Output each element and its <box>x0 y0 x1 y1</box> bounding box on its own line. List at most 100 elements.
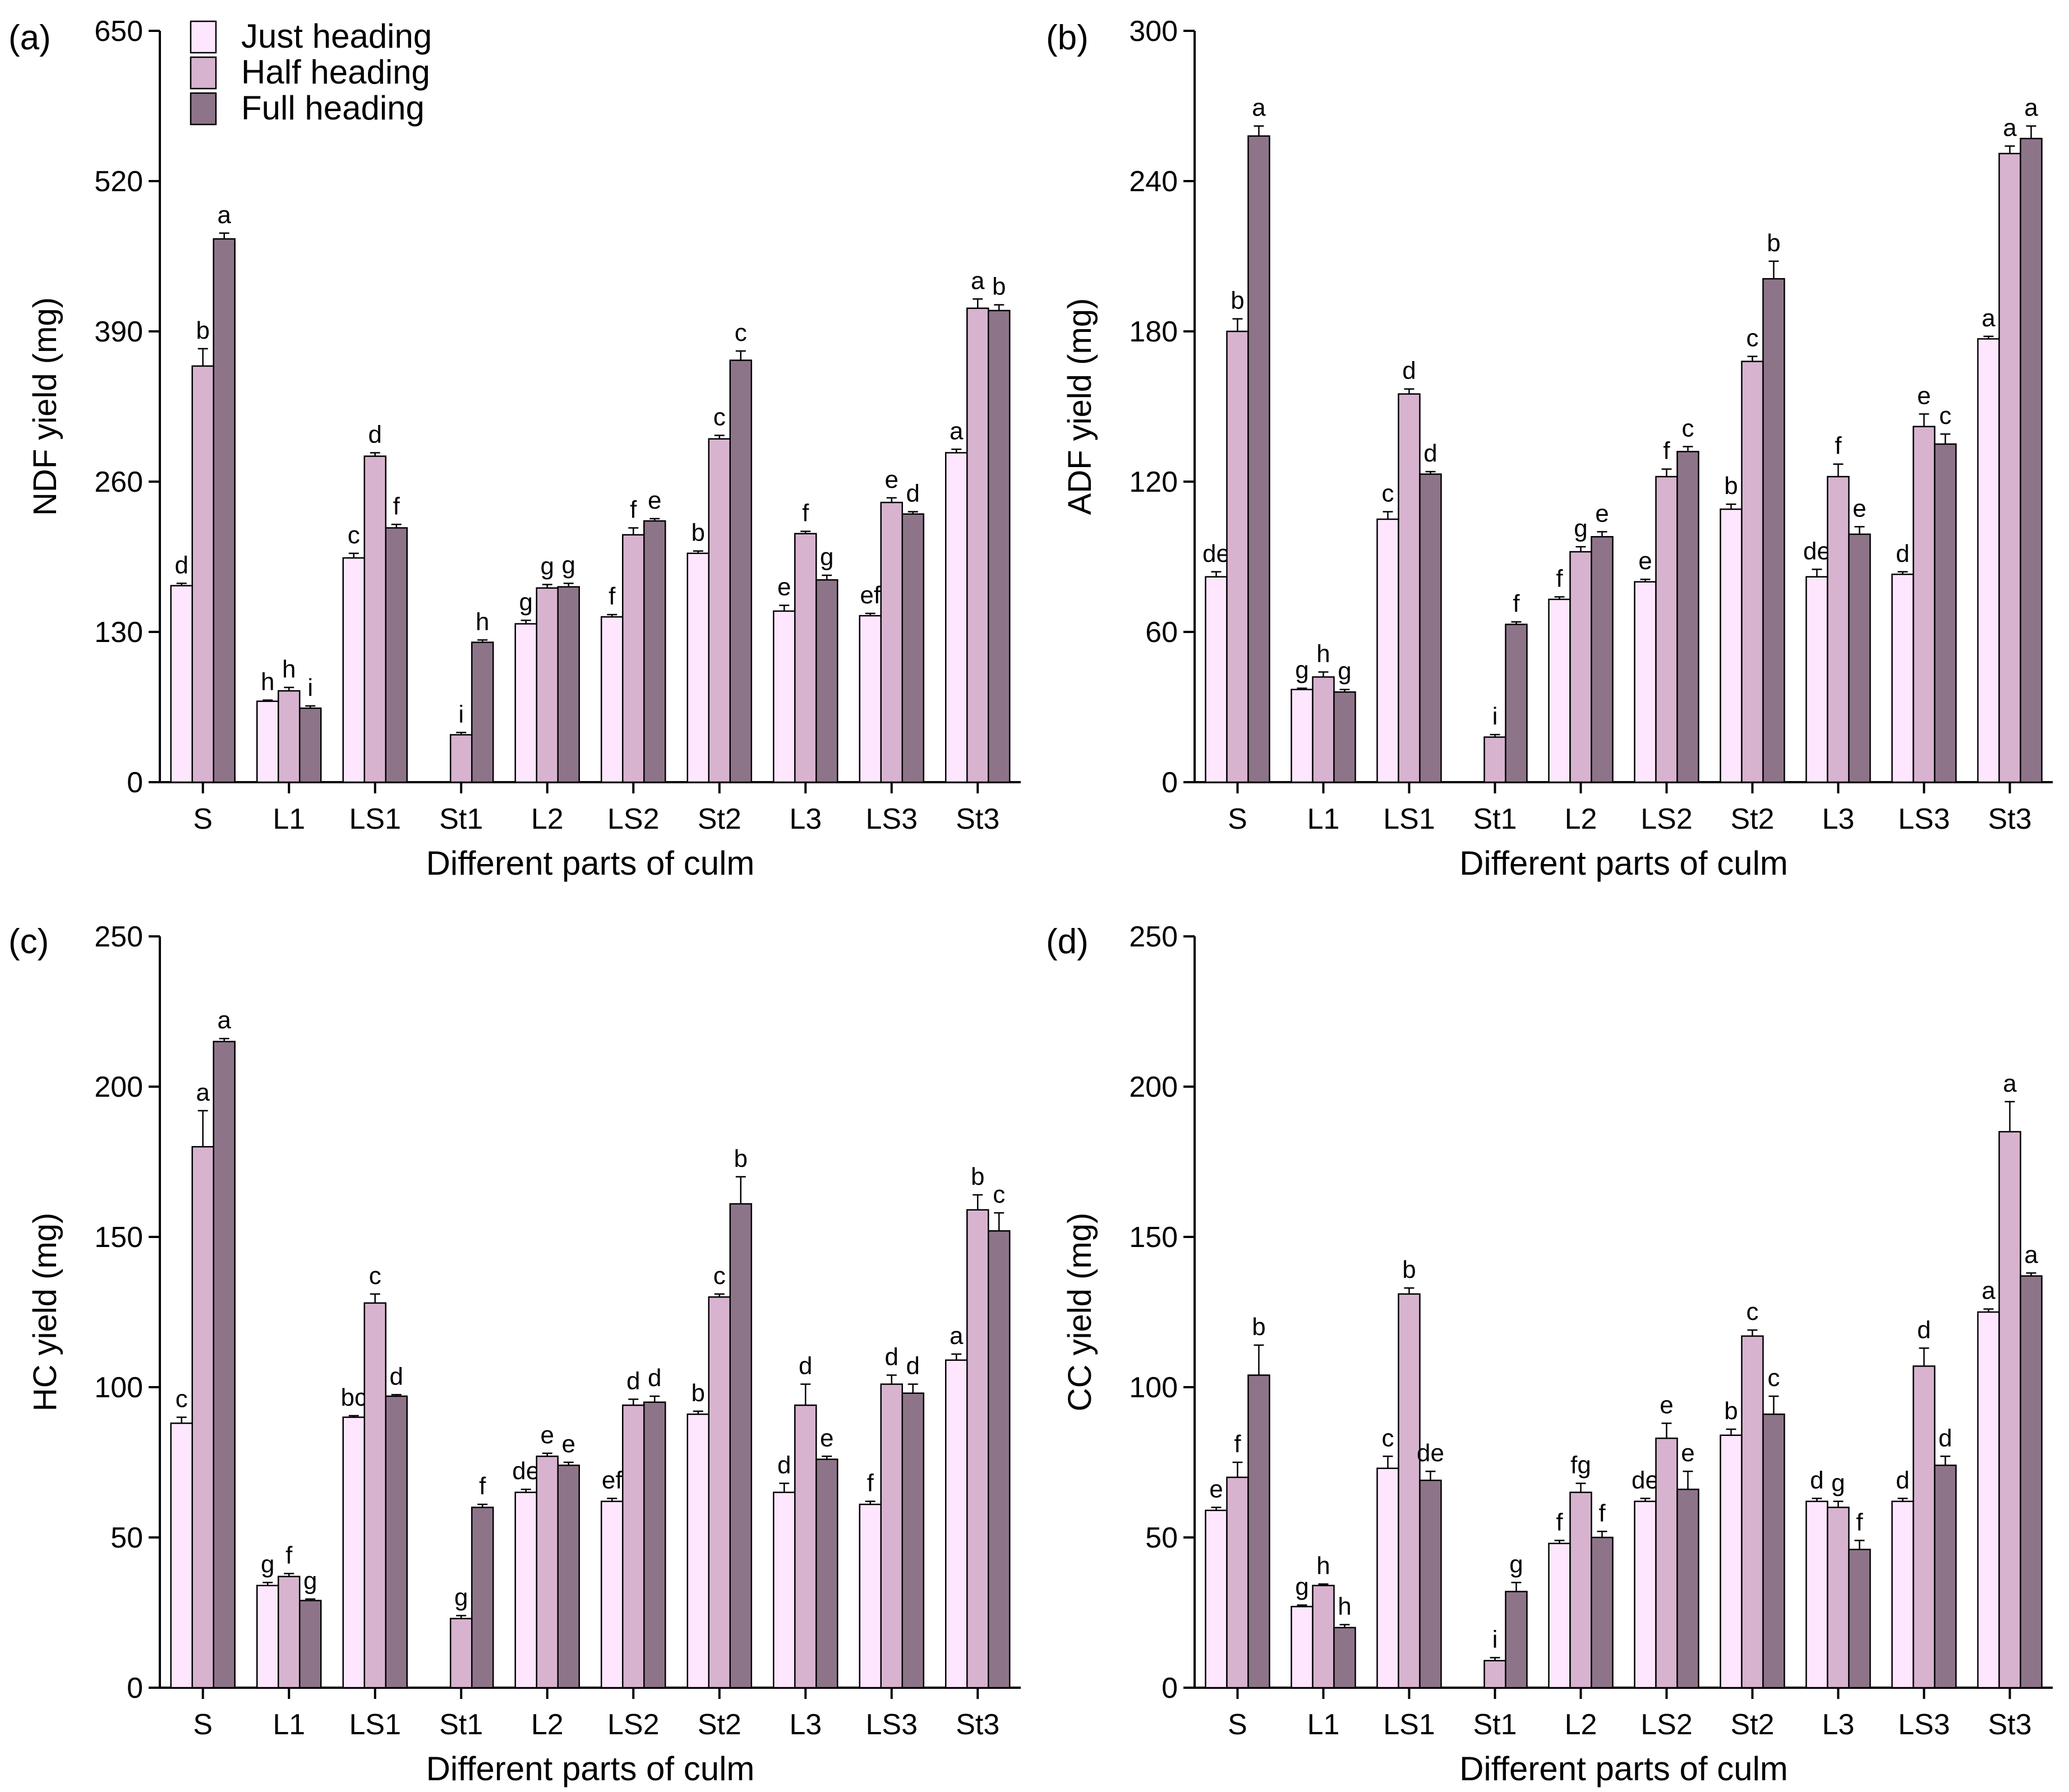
significance-label: g <box>541 552 554 580</box>
significance-label: c <box>1939 402 1952 429</box>
bar <box>1333 691 1356 783</box>
bar <box>1291 689 1314 783</box>
bar <box>1591 1536 1614 1689</box>
significance-label: b <box>692 1379 705 1407</box>
bar <box>1419 473 1442 783</box>
significance-label: bc <box>341 1384 367 1411</box>
significance-label: de <box>512 1457 540 1485</box>
x-tick-label: St3 <box>1988 803 2031 835</box>
bar <box>880 1383 903 1689</box>
y-tick-label: 120 <box>1129 466 1178 498</box>
x-tick-label: L2 <box>531 1708 564 1741</box>
significance-label: e <box>1917 382 1930 409</box>
bar <box>859 1503 882 1689</box>
significance-label: a <box>950 1322 964 1350</box>
significance-label: a <box>1982 304 1996 332</box>
bar <box>1827 475 1850 783</box>
bar <box>794 1404 817 1689</box>
bar <box>773 1491 796 1689</box>
y-tick-label: 240 <box>1129 165 1178 198</box>
panel-label: (a) <box>8 19 51 57</box>
significance-label: g <box>303 1567 317 1595</box>
bar <box>643 520 666 783</box>
significance-label: e <box>1595 500 1609 527</box>
x-tick-label: L2 <box>1565 803 1597 835</box>
bar <box>1762 278 1785 783</box>
significance-label: de <box>1632 1466 1659 1494</box>
x-tick-label: LS1 <box>349 1708 401 1741</box>
bar <box>1591 536 1614 783</box>
significance-label: g <box>454 1583 468 1611</box>
bar <box>1676 1488 1699 1689</box>
significance-label: d <box>885 1343 898 1371</box>
bar <box>385 527 408 783</box>
bar <box>1205 576 1228 783</box>
bar <box>256 1585 279 1689</box>
bar <box>170 1422 193 1689</box>
bar <box>1655 1437 1678 1689</box>
legend-swatch <box>190 20 217 54</box>
bar <box>1398 1293 1421 1689</box>
x-tick-label: St3 <box>956 803 999 835</box>
significance-label: f <box>1234 1430 1241 1458</box>
x-tick-label: LS3 <box>865 1708 918 1741</box>
x-tick-label: St1 <box>1473 803 1517 835</box>
x-tick-label: LS1 <box>1383 803 1435 835</box>
significance-label: a <box>1252 94 1266 122</box>
significance-label: g <box>1509 1550 1523 1578</box>
significance-label: b <box>1231 287 1244 315</box>
y-tick-label: 60 <box>1145 616 1178 649</box>
x-tick-label: St3 <box>956 1708 999 1741</box>
significance-label: a <box>2003 114 2017 141</box>
bar <box>385 1395 408 1689</box>
significance-label: g <box>261 1550 274 1578</box>
significance-label: e <box>1660 1391 1673 1419</box>
significance-label: f <box>1598 1499 1606 1527</box>
significance-label: b <box>1767 229 1780 257</box>
y-tick-label: 250 <box>1129 921 1178 953</box>
significance-label: c <box>713 404 726 431</box>
significance-label: f <box>630 496 637 523</box>
bar <box>1913 426 1936 783</box>
bar <box>213 1041 236 1689</box>
bar <box>1312 1585 1335 1689</box>
x-tick-label: LS2 <box>1641 1708 1693 1741</box>
significance-label: e <box>1209 1475 1223 1503</box>
y-tick-label: 180 <box>1129 316 1178 348</box>
significance-label: f <box>393 492 400 520</box>
y-tick-label: 200 <box>94 1071 143 1103</box>
bar <box>450 734 473 783</box>
bar <box>1419 1479 1442 1689</box>
y-axis-title: CC yield (mg) <box>1062 1213 1098 1412</box>
x-tick-label: L1 <box>1307 1708 1340 1741</box>
significance-label: f <box>609 583 616 610</box>
significance-label: c <box>1382 1424 1394 1452</box>
x-tick-label: St2 <box>1730 803 1774 835</box>
x-tick-label: LS1 <box>349 803 401 835</box>
y-tick-label: 100 <box>1129 1371 1178 1404</box>
significance-label: g <box>519 588 533 616</box>
x-tick-label: LS1 <box>1383 1708 1435 1741</box>
x-tick-label: L3 <box>789 1708 822 1741</box>
significance-label: d <box>777 1452 791 1479</box>
y-tick-label: 130 <box>94 616 143 649</box>
x-tick-label: St2 <box>698 803 741 835</box>
bar <box>191 365 214 783</box>
y-tick-label: 250 <box>94 921 143 953</box>
significance-label: b <box>992 273 1006 301</box>
significance-label: e <box>1853 495 1866 522</box>
bar <box>256 700 279 783</box>
y-tick-label: 100 <box>94 1371 143 1404</box>
bar <box>1741 1335 1764 1689</box>
y-tick-label: 0 <box>1162 766 1178 799</box>
bar <box>1720 508 1743 783</box>
x-tick-label: L1 <box>1307 803 1340 835</box>
y-axis-title: NDF yield (mg) <box>27 297 63 516</box>
x-tick-label: L2 <box>531 803 564 835</box>
significance-label: c <box>348 521 360 549</box>
significance-label: a <box>971 267 985 294</box>
bar <box>901 1392 924 1689</box>
bar <box>1655 475 1678 783</box>
